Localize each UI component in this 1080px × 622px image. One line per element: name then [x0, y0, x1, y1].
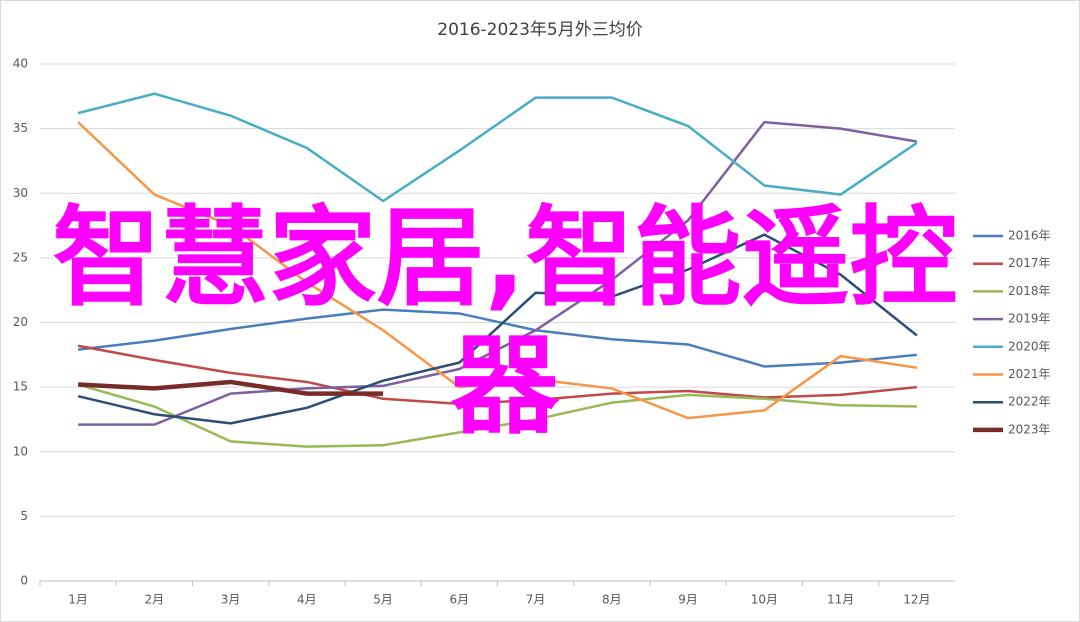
y-tick-label: 25 [13, 250, 28, 264]
x-tick-label: 2月 [145, 593, 165, 607]
y-tick-label: 15 [13, 380, 28, 394]
y-tick-label: 10 [13, 444, 28, 458]
x-tick-label: 1月 [68, 593, 88, 607]
series-line [78, 120, 918, 426]
y-tick-label: 40 [13, 57, 28, 71]
y-tick-label: 35 [13, 121, 28, 135]
legend-label: 2021年 [1008, 367, 1051, 381]
legend-label: 2023年 [1008, 422, 1051, 436]
overlay-text: 智慧家居,智能遥控器 [52, 196, 958, 449]
x-tick-label: 8月 [602, 593, 622, 607]
x-tick-label: 11月 [827, 593, 854, 607]
y-tick-label: 5 [20, 509, 28, 523]
series-line [77, 92, 918, 203]
x-tick-label: 5月 [373, 593, 393, 607]
x-tick-label: 3月 [221, 593, 241, 607]
x-tick-label: 10月 [751, 593, 778, 607]
series-line [78, 379, 384, 396]
legend-label: 2019年 [1008, 312, 1051, 326]
y-tick-label: 0 [20, 574, 28, 588]
x-tick-label: 9月 [678, 593, 698, 607]
x-tick-label: 6月 [450, 593, 470, 607]
legend-label: 2017年 [1008, 256, 1051, 270]
legend-label: 2022年 [1008, 395, 1051, 409]
y-tick-label: 30 [13, 186, 28, 200]
x-tick-label: 12月 [903, 593, 930, 607]
x-tick-label: 7月 [526, 593, 546, 607]
x-tick-label: 4月 [297, 593, 317, 607]
chart-title: 2016-2023年5月外三均价 [437, 20, 642, 40]
y-tick-label: 20 [13, 315, 28, 329]
series-line [77, 344, 918, 406]
series-line [77, 308, 918, 368]
series-line [77, 233, 918, 425]
legend-label: 2020年 [1008, 339, 1051, 353]
series-line [77, 121, 918, 420]
legend-label: 2016年 [1008, 229, 1051, 243]
legend-label: 2018年 [1008, 284, 1051, 298]
